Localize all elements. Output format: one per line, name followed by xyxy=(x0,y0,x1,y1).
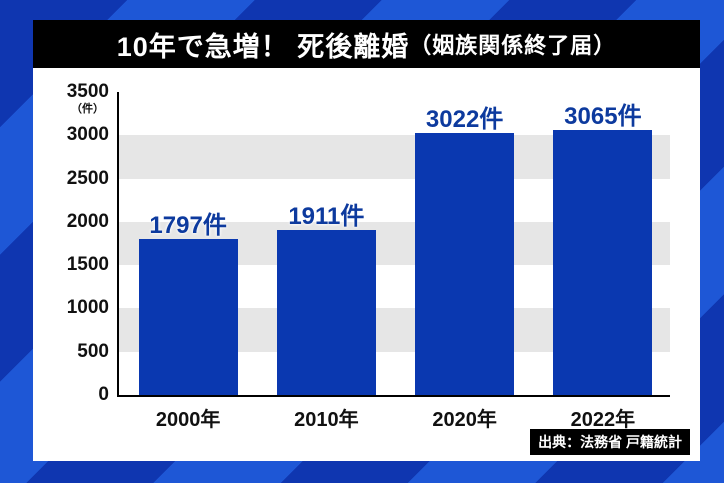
y-tick-label: 3500 xyxy=(66,81,109,102)
x-tick-label: 2022年 xyxy=(570,409,636,431)
y-tick-label: 3000 xyxy=(66,124,109,146)
x-tick-label: 2020年 xyxy=(432,409,497,431)
bar-value-label: 1911件 xyxy=(288,202,365,230)
bar xyxy=(553,129,653,395)
y-tick-label: 0 xyxy=(98,384,109,405)
title-sub: （姻族関係終了届） xyxy=(409,33,617,58)
y-tick-label: 500 xyxy=(77,340,109,362)
y-tick-label: 2000 xyxy=(66,210,109,232)
source-note: 出典：法務省 戸籍統計 xyxy=(530,429,690,455)
y-tick-label: 2500 xyxy=(66,167,109,189)
bar-value-label: 3022件 xyxy=(425,106,504,134)
x-tick-label: 2000年 xyxy=(155,409,221,431)
y-tick-label: 1500 xyxy=(66,254,109,276)
plot-area: 0 500 1000 1500 2000 2500 3000 3500 （件） 1797件 2000… xyxy=(33,20,700,461)
chart-title: 10年で急増！ 死後離婚 （姻族関係終了届） xyxy=(33,20,700,68)
bar-value-label: 1797件 xyxy=(149,212,227,240)
chart-panel: 10年で急増！ 死後離婚 （姻族関係終了届） 0 500 1000 1500 2000 2… xyxy=(33,20,700,461)
y-tick-label: 1000 xyxy=(66,297,109,319)
x-axis xyxy=(117,395,670,397)
bar-value-label: 3065件 xyxy=(564,102,642,130)
title-main: 10年で急増！ 死後離婚 xyxy=(116,31,410,62)
bar xyxy=(415,133,515,395)
y-unit-label: （件） xyxy=(71,103,104,115)
bar xyxy=(276,229,376,395)
x-tick-label: 2010年 xyxy=(294,409,359,431)
y-axis xyxy=(117,92,119,397)
bar xyxy=(138,239,238,395)
